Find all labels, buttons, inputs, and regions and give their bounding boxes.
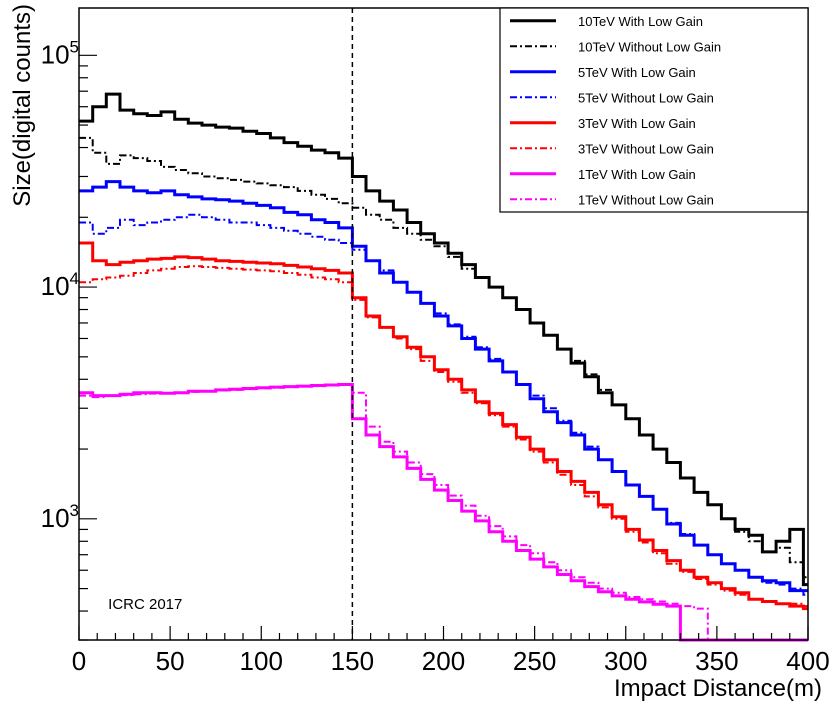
legend-entry-label: 10TeV Without Low Gain — [578, 39, 721, 54]
series-1tev-without-low-gain — [79, 384, 808, 641]
x-tick-label: 350 — [695, 646, 738, 676]
x-tick-label: 50 — [156, 646, 185, 676]
series-layer — [79, 92, 808, 642]
x-tick-label: 150 — [331, 646, 374, 676]
legend-entry-label: 5TeV Without Low Gain — [578, 90, 714, 105]
series-1tev-with-low-gain — [79, 383, 808, 642]
legend-box — [499, 7, 809, 213]
x-axis-title: Impact Distance(m) — [614, 675, 822, 702]
legend-entry-label: 1TeV With Low Gain — [578, 167, 696, 182]
legend: 10TeV With Low Gain 10TeV Without Low Gai… — [499, 7, 809, 213]
x-tick-label: 0 — [72, 646, 86, 676]
legend-entry-label: 3TeV Without Low Gain — [578, 141, 714, 156]
y-tick-label: 103 — [41, 501, 79, 533]
x-tick-label: 400 — [786, 646, 829, 676]
x-tick-label: 200 — [422, 646, 465, 676]
series-10tev-without-low-gain — [79, 136, 808, 579]
legend-entry-label: 1TeV Without Low Gain — [578, 192, 714, 207]
x-tick-label: 250 — [513, 646, 556, 676]
x-tick-label: 100 — [240, 646, 283, 676]
series-5tev-without-low-gain — [79, 213, 808, 596]
legend-entry-label: 5TeV With Low Gain — [578, 65, 696, 80]
conference-label: ICRC 2017 — [108, 596, 182, 613]
x-tick-label: 300 — [604, 646, 647, 676]
x-tick-labels: 0 50 100 150 200 250 300 350 400 — [72, 646, 830, 676]
y-tick-label: 104 — [41, 269, 79, 301]
axis-ticks — [78, 54, 809, 641]
series-3tev-without-low-gain — [79, 265, 808, 608]
series-3tev-with-low-gain — [79, 241, 808, 611]
y-axis-title: Size(digital counts) — [9, 4, 36, 207]
legend-entry-label: 3TeV With Low Gain — [578, 116, 696, 131]
y-tick-labels: 103 104 105 — [41, 37, 79, 533]
legend-entry-label: 10TeV With Low Gain — [578, 14, 703, 29]
y-tick-label: 105 — [41, 37, 79, 69]
